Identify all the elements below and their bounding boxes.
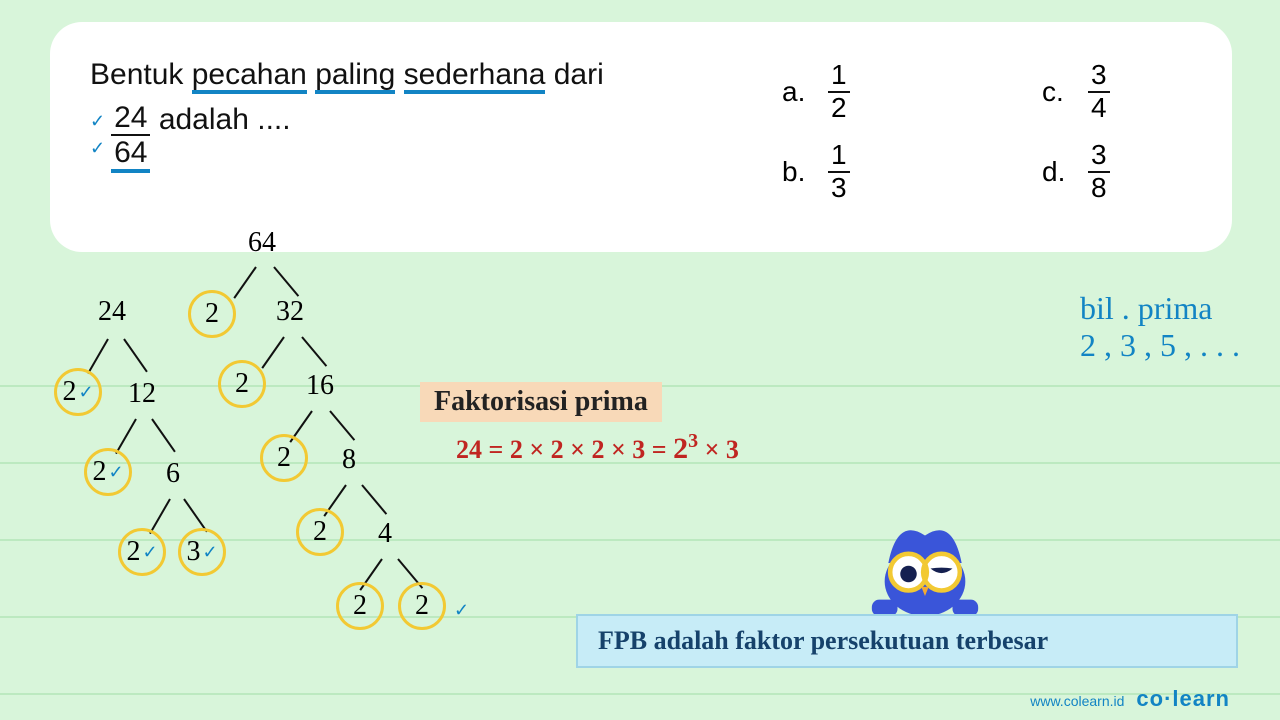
option-a[interactable]: a. 12 — [782, 52, 982, 132]
q-frac-den: 64 — [111, 136, 150, 173]
tree64-n2: 32 — [276, 296, 304, 328]
faktorisasi-label: Faktorisasi prima — [420, 382, 662, 422]
tree64-n1: 2 — [188, 290, 236, 338]
tree24-n1: 2✓ — [54, 368, 102, 416]
q-adalahs: adalah .... — [159, 103, 291, 136]
tree24-n3: 2✓ — [84, 448, 132, 496]
brand-footer: www.colearn.id co·learn — [1030, 686, 1230, 712]
tree64-n6: 8 — [342, 444, 356, 476]
brand-name: co·learn — [1136, 686, 1230, 712]
q-before: Bentuk — [90, 58, 192, 91]
option-c[interactable]: c. 34 — [1042, 52, 1172, 132]
tree64-n4: 16 — [306, 370, 334, 402]
tree64-n5: 2 — [260, 434, 308, 482]
tree24-root: 24 — [98, 296, 126, 328]
option-d[interactable]: d. 38 — [1042, 132, 1172, 212]
brand-site: www.colearn.id — [1030, 693, 1124, 709]
fpb-banner: FPB adalah faktor persekutuan terbesar — [576, 614, 1238, 668]
hand-l1: bil . prima — [1080, 290, 1240, 327]
check-icon: ✓ — [90, 135, 105, 162]
faktorisasi-equation: 24 = 2 × 2 × 2 × 3 = 23 × 3 — [456, 430, 739, 466]
tree24-n5: 2✓ — [118, 528, 166, 576]
check-icon: ✓ — [90, 108, 105, 135]
tree64-n8: 4 — [378, 518, 392, 550]
hand-l2: 2 , 3 , 5 , . . . — [1080, 327, 1240, 364]
tree24-n4: 6 — [166, 458, 180, 490]
handwritten-note: bil . prima 2 , 3 , 5 , . . . — [1080, 290, 1240, 364]
q-w2: paling — [315, 60, 395, 94]
tree64-n3: 2 — [218, 360, 266, 408]
owl-mascot-icon — [870, 508, 980, 618]
tree24-n2: 12 — [128, 378, 156, 410]
q-after: dari — [554, 58, 604, 91]
check-icon: ✓ — [454, 600, 469, 621]
q-frac-num: 24 — [111, 101, 150, 136]
tree64-n9: 2 — [336, 582, 384, 630]
tree64-root: 64 — [248, 227, 276, 259]
options-grid: a. 12 c. 34 b. 13 d. 38 — [782, 52, 1172, 212]
option-b[interactable]: b. 13 — [782, 132, 982, 212]
tree64-n10: 2 — [398, 582, 446, 630]
question-text: Bentuk pecahan paling sederhana dari ✓ ✓… — [90, 52, 650, 173]
tree64-n7: 2 — [296, 508, 344, 556]
q-w1: pecahan — [192, 60, 307, 94]
question-fraction: 24 64 — [111, 101, 150, 173]
tree24-n6: 3✓ — [178, 528, 226, 576]
q-w3: sederhana — [404, 60, 546, 94]
question-card: Bentuk pecahan paling sederhana dari ✓ ✓… — [50, 22, 1232, 252]
